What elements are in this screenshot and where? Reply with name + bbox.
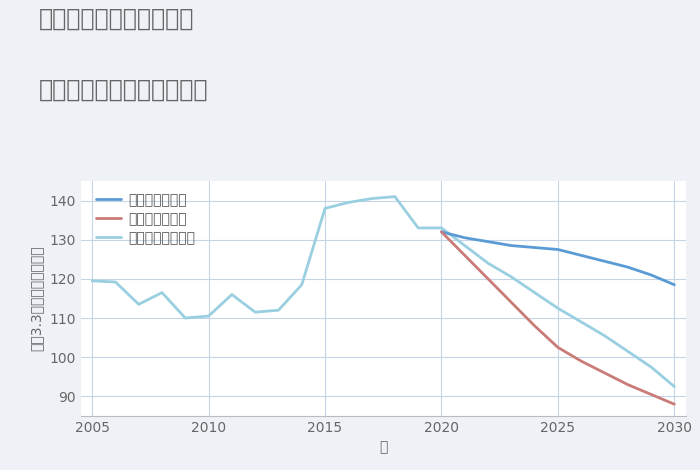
ノーマルシナリオ — [554, 306, 562, 311]
Legend: グッドシナリオ, バッドシナリオ, ノーマルシナリオ: グッドシナリオ, バッドシナリオ, ノーマルシナリオ — [94, 190, 198, 248]
Line: ノーマルシナリオ: ノーマルシナリオ — [442, 228, 674, 387]
バッドシナリオ — [461, 252, 469, 258]
バッドシナリオ — [531, 323, 539, 329]
グッドシナリオ — [531, 245, 539, 251]
ノーマルシナリオ — [484, 260, 492, 266]
グッドシナリオ — [647, 272, 655, 278]
バッドシナリオ — [647, 392, 655, 397]
バッドシナリオ — [554, 345, 562, 350]
バッドシナリオ — [670, 401, 678, 407]
グッドシナリオ — [461, 235, 469, 241]
Line: グッドシナリオ: グッドシナリオ — [442, 232, 674, 285]
Line: バッドシナリオ: バッドシナリオ — [442, 232, 674, 404]
ノーマルシナリオ — [531, 290, 539, 296]
Text: 愛知県稲沢市陸田宮前の: 愛知県稲沢市陸田宮前の — [38, 7, 194, 31]
グッドシナリオ — [577, 252, 585, 258]
Y-axis label: 坪（3.3㎡）単価（万円）: 坪（3.3㎡）単価（万円） — [29, 246, 43, 351]
ノーマルシナリオ — [438, 225, 446, 231]
グッドシナリオ — [507, 243, 515, 249]
グッドシナリオ — [601, 258, 609, 264]
ノーマルシナリオ — [670, 384, 678, 390]
ノーマルシナリオ — [461, 243, 469, 249]
バッドシナリオ — [624, 382, 632, 387]
グッドシナリオ — [484, 239, 492, 244]
Text: 中古マンションの価格推移: 中古マンションの価格推移 — [38, 78, 208, 102]
バッドシナリオ — [577, 358, 585, 364]
グッドシナリオ — [624, 264, 632, 270]
X-axis label: 年: 年 — [379, 440, 387, 454]
グッドシナリオ — [554, 247, 562, 252]
グッドシナリオ — [438, 229, 446, 235]
バッドシナリオ — [507, 299, 515, 305]
ノーマルシナリオ — [647, 364, 655, 370]
ノーマルシナリオ — [624, 349, 632, 354]
ノーマルシナリオ — [601, 333, 609, 338]
グッドシナリオ — [670, 282, 678, 288]
バッドシナリオ — [484, 276, 492, 282]
ノーマルシナリオ — [577, 319, 585, 325]
バッドシナリオ — [601, 370, 609, 376]
ノーマルシナリオ — [507, 274, 515, 280]
バッドシナリオ — [438, 229, 446, 235]
